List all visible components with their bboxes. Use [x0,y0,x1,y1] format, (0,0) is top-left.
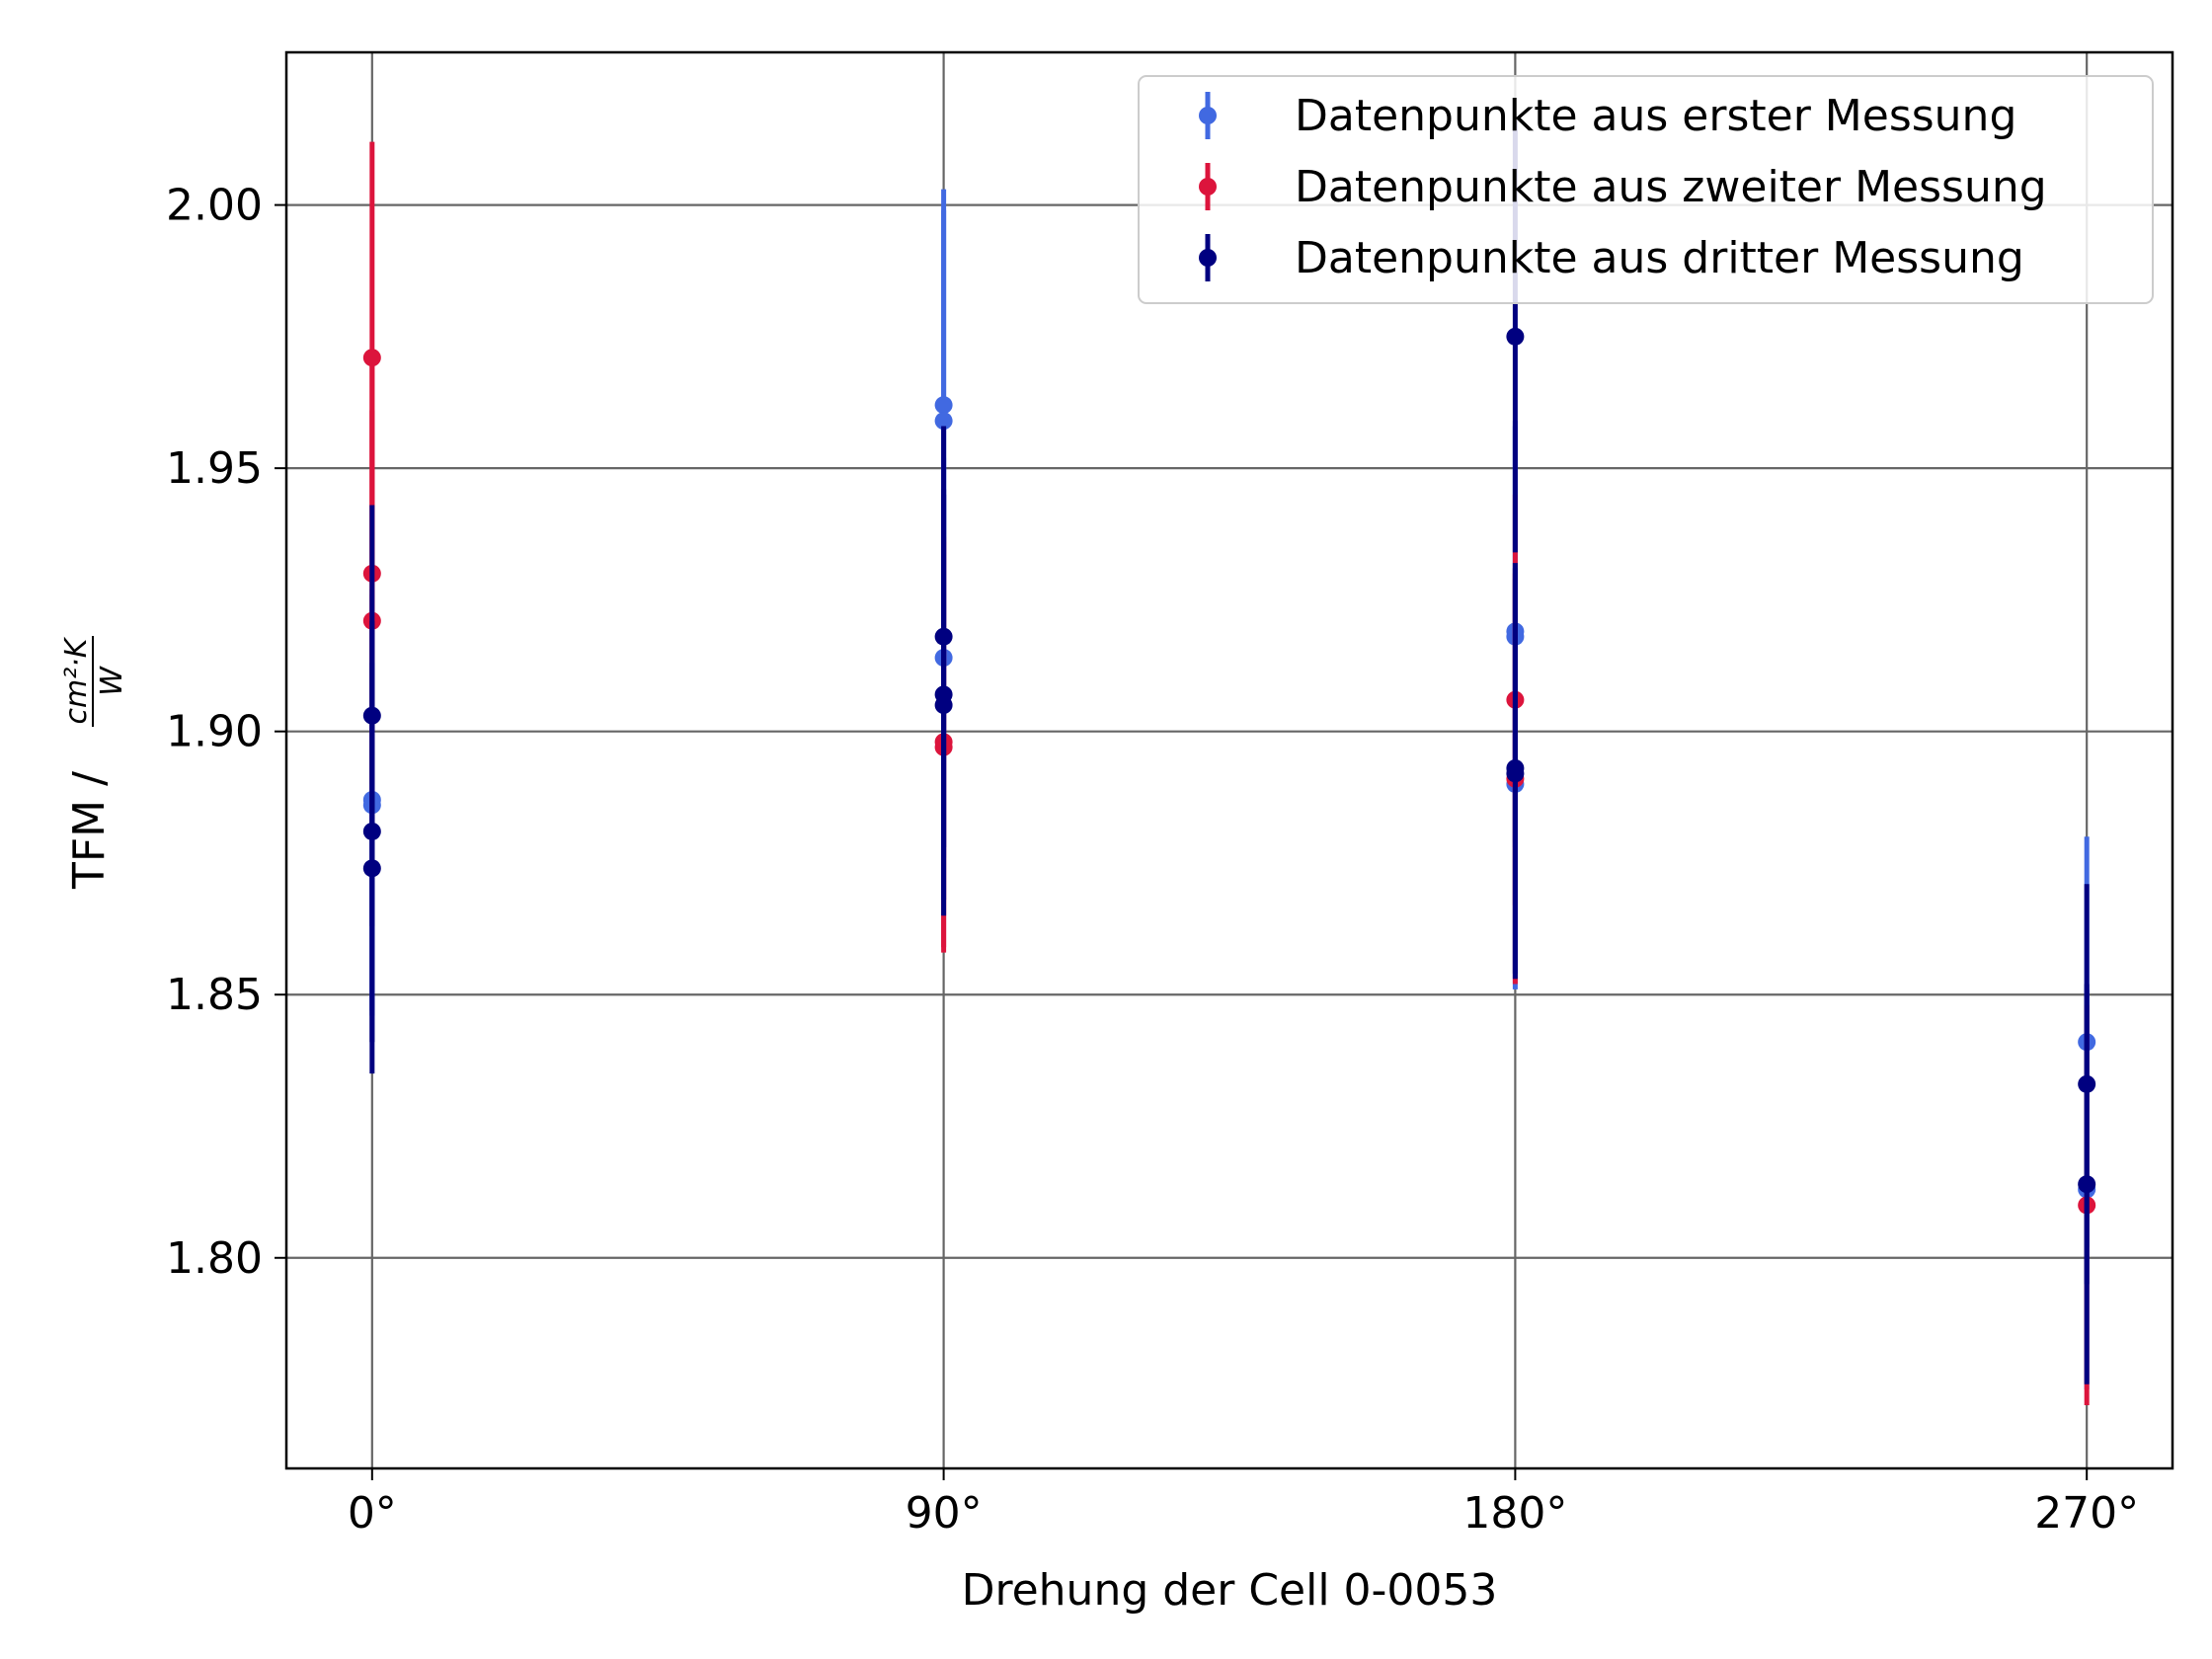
data-point [934,627,953,646]
legend-marker-2 [1199,178,1217,196]
data-point [362,349,381,367]
data-point [362,706,381,725]
data-marks [362,120,2096,1406]
data-point [1506,764,1525,783]
y-tick-label: 1.80 [166,1233,263,1284]
data-point [934,396,953,415]
data-point [2078,1175,2096,1194]
legend-frame [1138,75,2154,304]
x-tick-label: 0° [348,1488,397,1539]
data-point [2078,1074,2096,1093]
y-tick-label: 1.90 [166,707,263,757]
y-axis-label-denominator: W [95,666,129,696]
series-3 [362,120,2096,1384]
y-tick-label: 2.00 [166,181,263,231]
data-point [362,859,381,878]
data-point [362,822,381,840]
legend-label-1: Datenpunkte aus erster Messung [1295,91,2016,141]
x-axis-label: Drehung der Cell 0-0053 [962,1565,1498,1616]
y-tick-label: 1.95 [166,443,263,494]
legend-marker-1 [1199,107,1217,124]
y-axis-label-numerator: cm²·K [59,636,94,724]
ticks: 0° 90° 180° 270° 1.80 1.85 1.90 1.95 2.00 [166,181,2139,1539]
data-point [1506,327,1525,346]
legend-label-3: Datenpunkte aus dritter Messung [1295,233,2024,283]
legend: Datenpunkte aus erster Messung Datenpunkt… [1138,75,2154,304]
x-tick-label: 180° [1462,1488,1567,1539]
y-axis-label-prefix: TFM / [64,771,115,890]
legend-marker-3 [1199,249,1217,267]
data-point [934,696,953,715]
x-tick-label: 90° [906,1488,983,1539]
legend-label-2: Datenpunkte aus zweiter Messung [1295,162,2047,212]
x-tick-label: 270° [2034,1488,2139,1539]
data-point [934,412,953,431]
y-tick-label: 1.85 [166,970,263,1020]
plot-frame [284,50,2174,1470]
y-axis-label: TFM / cm²·K W [59,636,129,890]
